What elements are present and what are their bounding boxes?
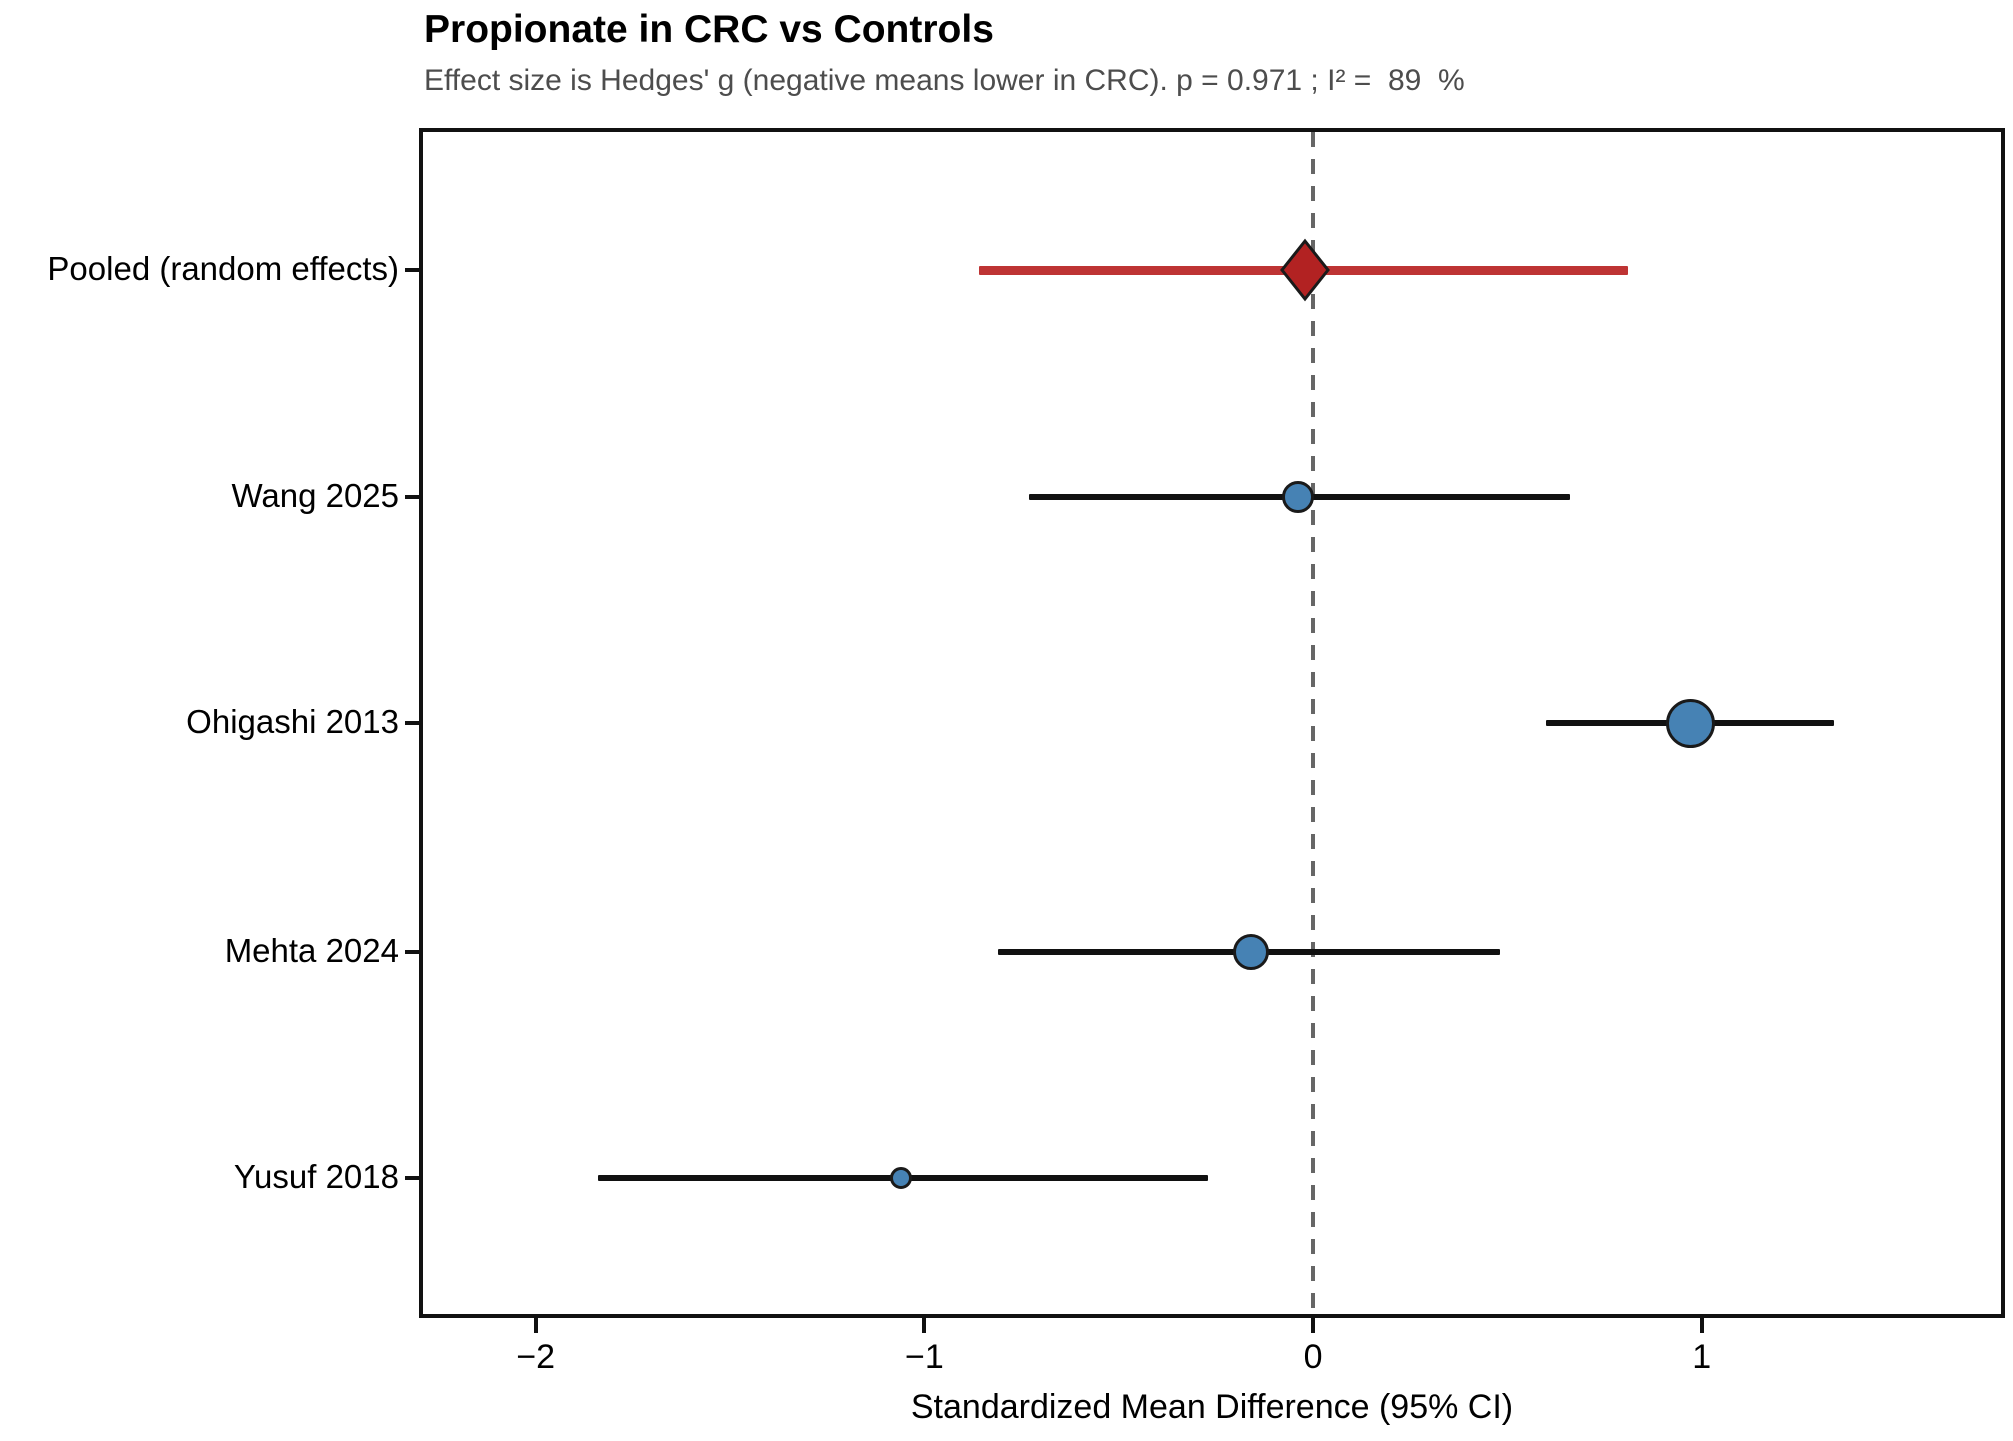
plot-area — [423, 132, 2001, 1314]
x-axis-tick-label: −2 — [516, 1338, 556, 1376]
y-axis-tick — [405, 268, 421, 273]
study-label: Mehta 2024 — [224, 932, 399, 970]
x-axis-tick-label: −1 — [904, 1338, 944, 1376]
y-axis-tick — [405, 495, 421, 500]
x-axis-tick — [533, 1317, 538, 1333]
y-axis-tick — [405, 721, 421, 725]
y-axis-tick — [405, 950, 421, 955]
study-effect-marker — [1232, 934, 1269, 971]
x-axis-tick — [1311, 1317, 1316, 1333]
study-label: Yusuf 2018 — [233, 1158, 399, 1196]
study-effect-marker — [1281, 481, 1314, 514]
study-label: Ohigashi 2013 — [186, 703, 399, 740]
pooled-diamond-shape — [1280, 238, 1331, 302]
chart-title: Propionate in CRC vs Controls — [424, 8, 994, 51]
x-axis-tick-label: 1 — [1692, 1338, 1712, 1376]
study-label: Pooled (random effects) — [47, 250, 399, 288]
x-axis-tick-label: 0 — [1303, 1338, 1323, 1376]
x-axis-tick — [1699, 1317, 1704, 1333]
study-effect-marker — [1665, 698, 1715, 748]
chart-subtitle: Effect size is Hedges' g (negative means… — [424, 64, 1465, 97]
study-effect-marker — [890, 1167, 913, 1190]
pooled-diamond-marker — [1280, 238, 1331, 302]
study-label: Wang 2025 — [231, 477, 399, 515]
zero-reference-line — [1311, 132, 1316, 1314]
y-axis-tick — [405, 1176, 421, 1181]
x-axis-label: Standardized Mean Difference (95% CI) — [910, 1388, 1514, 1426]
x-axis-tick — [922, 1317, 927, 1333]
